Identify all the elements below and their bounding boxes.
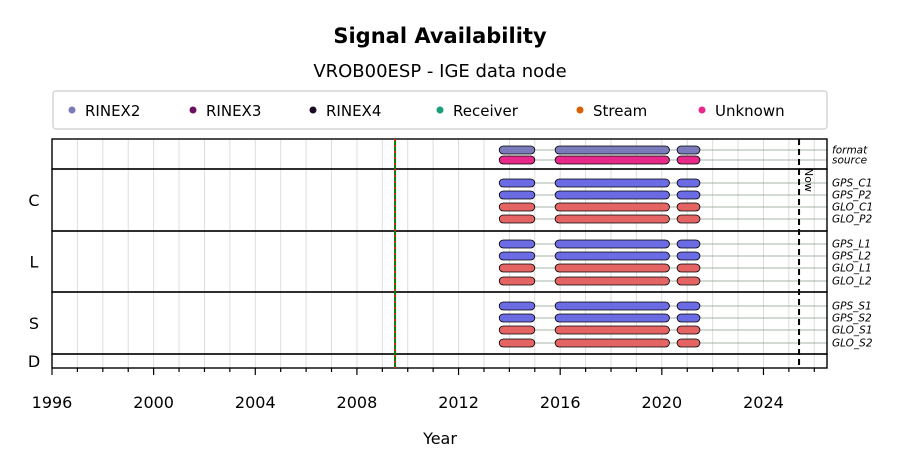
availability-bar-gps-s2 bbox=[498, 313, 536, 323]
availability-bar-gps-s2 bbox=[676, 313, 701, 323]
availability-bar-glo-c1 bbox=[554, 202, 670, 212]
row-label-gps-l1: GPS_L1 bbox=[832, 239, 871, 251]
group-label-s: S bbox=[29, 314, 39, 333]
availability-bar-glo-p2 bbox=[498, 214, 536, 224]
row-label-glo-s1: GLO_S1 bbox=[832, 325, 873, 337]
availability-bar-glo-l2 bbox=[498, 276, 536, 286]
chart-subtitle: VROB00ESP - IGE data node bbox=[313, 61, 566, 82]
availability-bar-gps-c1 bbox=[676, 178, 701, 188]
availability-bar-glo-s2 bbox=[554, 338, 670, 348]
availability-bar-source bbox=[554, 155, 670, 165]
row-label-glo-c1: GLO_C1 bbox=[832, 202, 873, 214]
row-label-source: source bbox=[832, 155, 867, 167]
group-label-d: D bbox=[28, 352, 40, 371]
availability-bar-gps-l1 bbox=[676, 239, 701, 249]
now-label: Now bbox=[802, 168, 815, 192]
x-tick-label: 2000 bbox=[133, 393, 174, 412]
availability-bar-glo-p2 bbox=[676, 214, 701, 224]
row-label-gps-l2: GPS_L2 bbox=[832, 251, 871, 263]
availability-bar-format bbox=[676, 145, 701, 155]
legend-marker-receiver bbox=[436, 106, 444, 114]
legend-label-rinex3: RINEX3 bbox=[206, 102, 261, 120]
legend-label-rinex2: RINEX2 bbox=[85, 102, 140, 120]
availability-bar-gps-s2 bbox=[554, 313, 670, 323]
availability-bar-gps-l2 bbox=[676, 251, 701, 261]
group-label-l: L bbox=[30, 253, 39, 272]
chart-title: Signal Availability bbox=[333, 24, 547, 48]
availability-bar-glo-s1 bbox=[554, 325, 670, 335]
panel-frame bbox=[51, 168, 828, 232]
x-tick-label: 1996 bbox=[32, 393, 73, 412]
legend-label-stream: Stream bbox=[593, 102, 647, 120]
legend-label-rinex4: RINEX4 bbox=[326, 102, 381, 120]
availability-bar-glo-l1 bbox=[498, 263, 536, 273]
row-label-gps-s2: GPS_S2 bbox=[832, 313, 872, 325]
row-label-glo-l2: GLO_L2 bbox=[832, 276, 872, 288]
legend-label-unknown: Unknown bbox=[715, 102, 785, 120]
panel-frame bbox=[51, 230, 828, 293]
x-tick-label: 2004 bbox=[235, 393, 276, 412]
availability-bar-gps-c1 bbox=[498, 178, 536, 188]
x-tick-label: 2016 bbox=[540, 393, 581, 412]
availability-bar-glo-s2 bbox=[676, 338, 701, 348]
availability-bar-gps-l1 bbox=[498, 239, 536, 249]
availability-bar-gps-l2 bbox=[498, 251, 536, 261]
row-label-format: format bbox=[832, 145, 868, 157]
x-tick-label: 2020 bbox=[641, 393, 682, 412]
availability-bar-glo-s2 bbox=[498, 338, 536, 348]
availability-bar-gps-s1 bbox=[676, 301, 701, 311]
panel-frame bbox=[51, 138, 828, 170]
panel-frame bbox=[51, 291, 828, 355]
panel-frame bbox=[51, 353, 828, 369]
legend-label-receiver: Receiver bbox=[453, 102, 519, 120]
x-tick-label: 2008 bbox=[337, 393, 378, 412]
legend-marker-rinex3 bbox=[189, 106, 197, 114]
availability-bar-gps-p2 bbox=[676, 190, 701, 200]
row-label-gps-c1: GPS_C1 bbox=[832, 178, 872, 190]
x-axis-label: Year bbox=[422, 429, 457, 448]
availability-bar-gps-p2 bbox=[498, 190, 536, 200]
availability-bar-glo-s1 bbox=[676, 325, 701, 335]
row-label-gps-p2: GPS_P2 bbox=[832, 190, 872, 202]
availability-bar-glo-l1 bbox=[676, 263, 701, 273]
availability-bar-format bbox=[498, 145, 536, 155]
legend-marker-unknown bbox=[698, 106, 706, 114]
row-label-glo-l1: GLO_L1 bbox=[832, 263, 872, 275]
availability-bar-glo-c1 bbox=[498, 202, 536, 212]
group-label-c: C bbox=[28, 191, 39, 210]
row-label-glo-s2: GLO_S2 bbox=[832, 338, 873, 350]
availability-bar-source bbox=[498, 155, 536, 165]
row-label-gps-s1: GPS_S1 bbox=[832, 301, 872, 313]
availability-bar-gps-c1 bbox=[554, 178, 670, 188]
availability-bar-glo-l1 bbox=[554, 263, 670, 273]
row-label-glo-p2: GLO_P2 bbox=[832, 214, 873, 226]
availability-bar-gps-l2 bbox=[554, 251, 670, 261]
availability-bar-glo-l2 bbox=[676, 276, 701, 286]
availability-bar-glo-p2 bbox=[554, 214, 670, 224]
legend-marker-rinex4 bbox=[309, 106, 317, 114]
availability-bar-glo-l2 bbox=[554, 276, 670, 286]
availability-bar-glo-s1 bbox=[498, 325, 536, 335]
availability-bar-source bbox=[676, 155, 701, 165]
x-tick-label: 2024 bbox=[743, 393, 784, 412]
availability-bar-gps-l1 bbox=[554, 239, 670, 249]
legend-marker-stream bbox=[576, 106, 584, 114]
legend-marker-rinex2 bbox=[68, 106, 76, 114]
availability-bar-format bbox=[554, 145, 670, 155]
availability-bar-gps-p2 bbox=[554, 190, 670, 200]
legend: RINEX2 RINEX3 RINEX4 Receiver Stream Unknown bbox=[52, 90, 828, 130]
availability-bar-glo-c1 bbox=[676, 202, 701, 212]
availability-bar-gps-s1 bbox=[554, 301, 670, 311]
x-tick-label: 2012 bbox=[438, 393, 479, 412]
availability-bar-gps-s1 bbox=[498, 301, 536, 311]
